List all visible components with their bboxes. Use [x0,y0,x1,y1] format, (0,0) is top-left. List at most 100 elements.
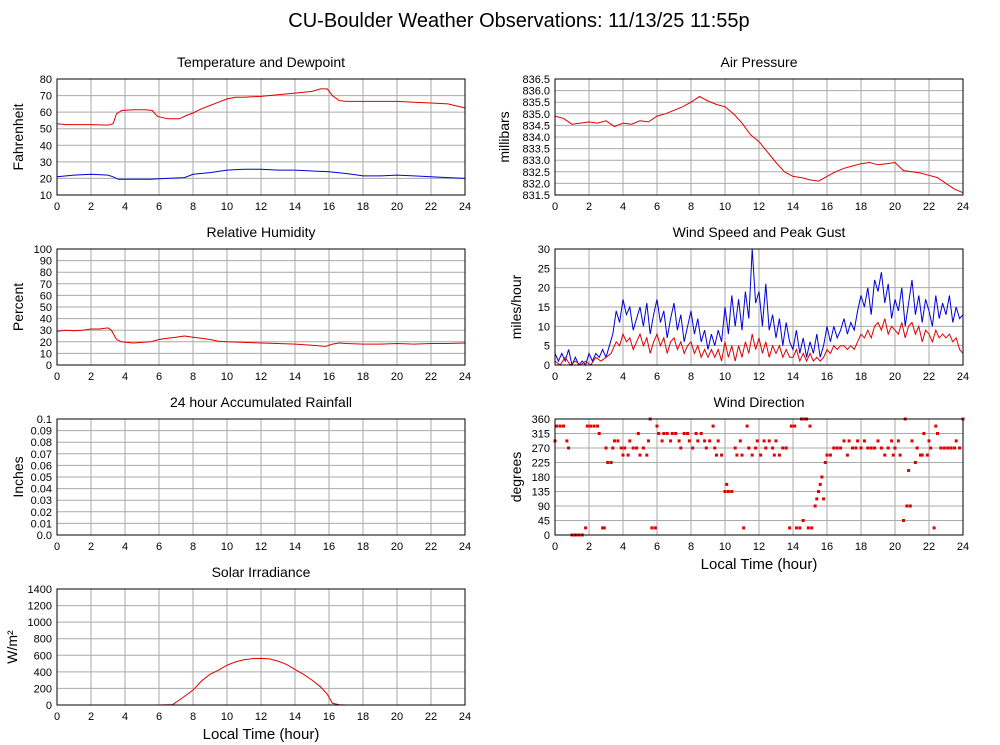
data-point [691,446,695,450]
data-point [742,526,746,530]
data-point [958,446,962,450]
x-tick-label: 24 [957,541,969,553]
data-point [890,439,894,443]
data-point [597,432,601,435]
x-tick-label: 18 [357,201,369,213]
x-tick-label: 16 [323,371,335,383]
data-point [835,446,839,450]
data-point [604,446,608,450]
y-tick-label: 836.0 [522,86,550,98]
data-point [665,432,669,435]
x-tick-label: 4 [122,541,128,553]
x-tick-label: 16 [821,201,833,213]
y-tick-label: 832.0 [522,178,550,190]
x-tick-label: 8 [190,201,196,213]
data-point [738,439,742,443]
y-tick-label: 0.03 [31,495,52,507]
x-tick-label: 6 [156,541,162,553]
x-tick-label: 12 [255,201,267,213]
data-point [866,446,870,450]
chart-title: Wind Speed and Peak Gust [673,224,846,240]
x-tick-label: 20 [889,371,901,383]
data-point [686,432,690,435]
data-point [929,446,933,450]
humidity-chart: 0 2 4 6 8 10 12 14 16 18 20 22 240102030405060708090… [10,224,471,383]
data-point [842,439,846,443]
y-tick-label: 0.0 [37,530,52,542]
y-tick-label: 15 [538,302,550,314]
x-tick-label: 20 [889,201,901,213]
data-point [818,482,822,486]
data-point [905,504,909,508]
data-point [762,439,766,443]
x-tick-label: 4 [620,541,626,553]
data-point [932,526,936,530]
data-point [650,526,654,530]
data-point [927,439,931,443]
data-point [862,439,866,443]
y-tick-label: 0.01 [31,518,52,530]
series-line-red [57,657,465,706]
series-line-red [554,95,964,194]
x-tick-label: 10 [221,541,233,553]
plot-frame [56,418,466,536]
data-point [694,432,698,435]
data-point [616,439,620,443]
data-point [638,453,642,457]
x-tick-label: 0 [54,711,60,723]
x-tick-label: 24 [957,371,969,383]
data-point [828,453,832,457]
y-tick-label: 60 [40,290,52,302]
x-tick-label: 20 [391,541,403,553]
plot-frame [56,78,466,196]
temperature-chart: 0 2 4 6 8 10 12 14 16 18 20 22 241020304050607080Tem… [10,54,471,213]
x-tick-label: 14 [787,201,799,213]
data-point [647,439,650,443]
data-point [589,424,593,428]
data-point [767,439,771,443]
data-point [696,439,700,443]
x-tick-label: 14 [289,371,301,383]
data-point [708,439,712,443]
y-tick-label: 60 [40,107,52,119]
y-tick-label: 0.04 [31,484,52,496]
plot-frame [56,588,466,706]
chart-title: Wind Direction [713,394,804,410]
data-point [735,453,739,457]
y-tick-label: 600 [34,650,52,662]
x-tick-label: 0 [552,201,558,213]
data-point [703,439,707,443]
x-tick-label: 2 [586,201,592,213]
x-tick-label: 18 [855,201,867,213]
data-point [922,432,926,435]
x-tick-label: 22 [425,201,437,213]
y-tick-label: 0 [544,360,550,372]
data-point [859,446,863,450]
y-tick-label: 20 [538,283,550,295]
y-tick-label: 30 [538,244,550,256]
data-point [854,446,858,450]
data-point [641,446,645,450]
y-tick-label: 180 [532,472,550,484]
data-point [682,432,686,435]
x-tick-label: 2 [88,711,94,723]
x-tick-label: 6 [156,201,162,213]
plot-frame [554,418,964,536]
data-point [619,446,623,450]
x-tick-label: 16 [821,541,833,553]
y-tick-label: 70 [40,279,52,291]
y-tick-label: 833.0 [522,155,550,167]
x-tick-label: 0 [54,201,60,213]
data-point [562,424,565,428]
x-tick-label: 14 [289,201,301,213]
y-tick-label: 0.05 [31,472,52,484]
data-point [913,461,917,464]
x-tick-label: 4 [620,371,626,383]
y-tick-label: 836.5 [522,74,550,86]
data-point [817,490,820,493]
x-tick-label: 4 [620,201,626,213]
y-tick-label: 0.09 [31,426,52,438]
direction-chart: 0 2 4 6 8 10 12 14 16 18 20 22 240459013518022527031… [508,394,969,573]
y-tick-label: 360 [532,414,550,426]
data-point [839,446,843,450]
